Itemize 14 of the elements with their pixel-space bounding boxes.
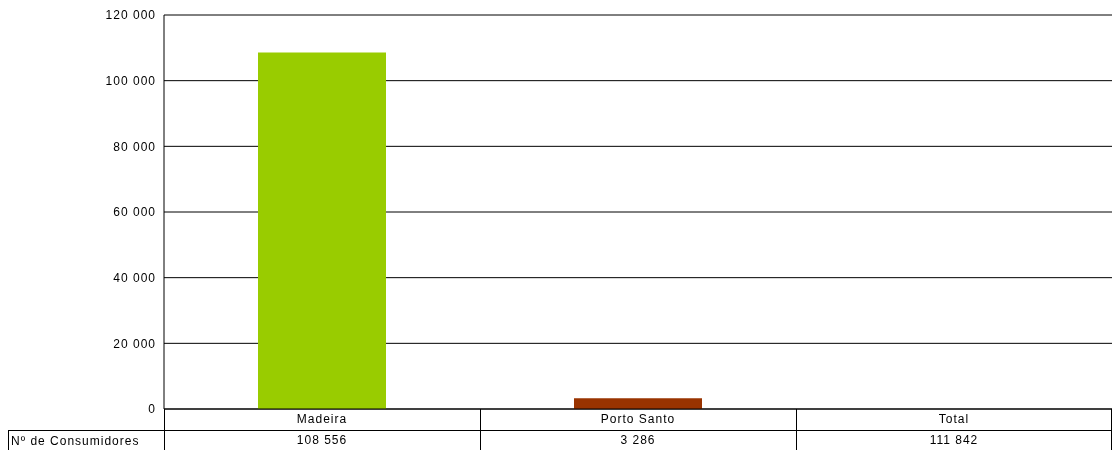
x-tick-label: Porto Santo — [600, 411, 676, 426]
data-label: 108 556 — [295, 432, 349, 449]
data-label: 3 286 — [619, 432, 657, 449]
x-tick-label: Total — [938, 411, 970, 426]
y-tick-label: 0 — [148, 402, 156, 417]
y-tick-label: 80 000 — [113, 139, 156, 154]
y-tick-label: 20 000 — [113, 336, 156, 351]
y-tick-label: 100 000 — [105, 73, 156, 88]
x-tick-label: Madeira — [296, 411, 348, 426]
y-tick-label: 120 000 — [105, 8, 156, 23]
y-tick-label: 60 000 — [113, 205, 156, 220]
text: Nº de Consumidores — [8, 430, 164, 450]
text: 111 842 — [929, 433, 979, 447]
y-tick-label: 40 000 — [113, 270, 156, 285]
